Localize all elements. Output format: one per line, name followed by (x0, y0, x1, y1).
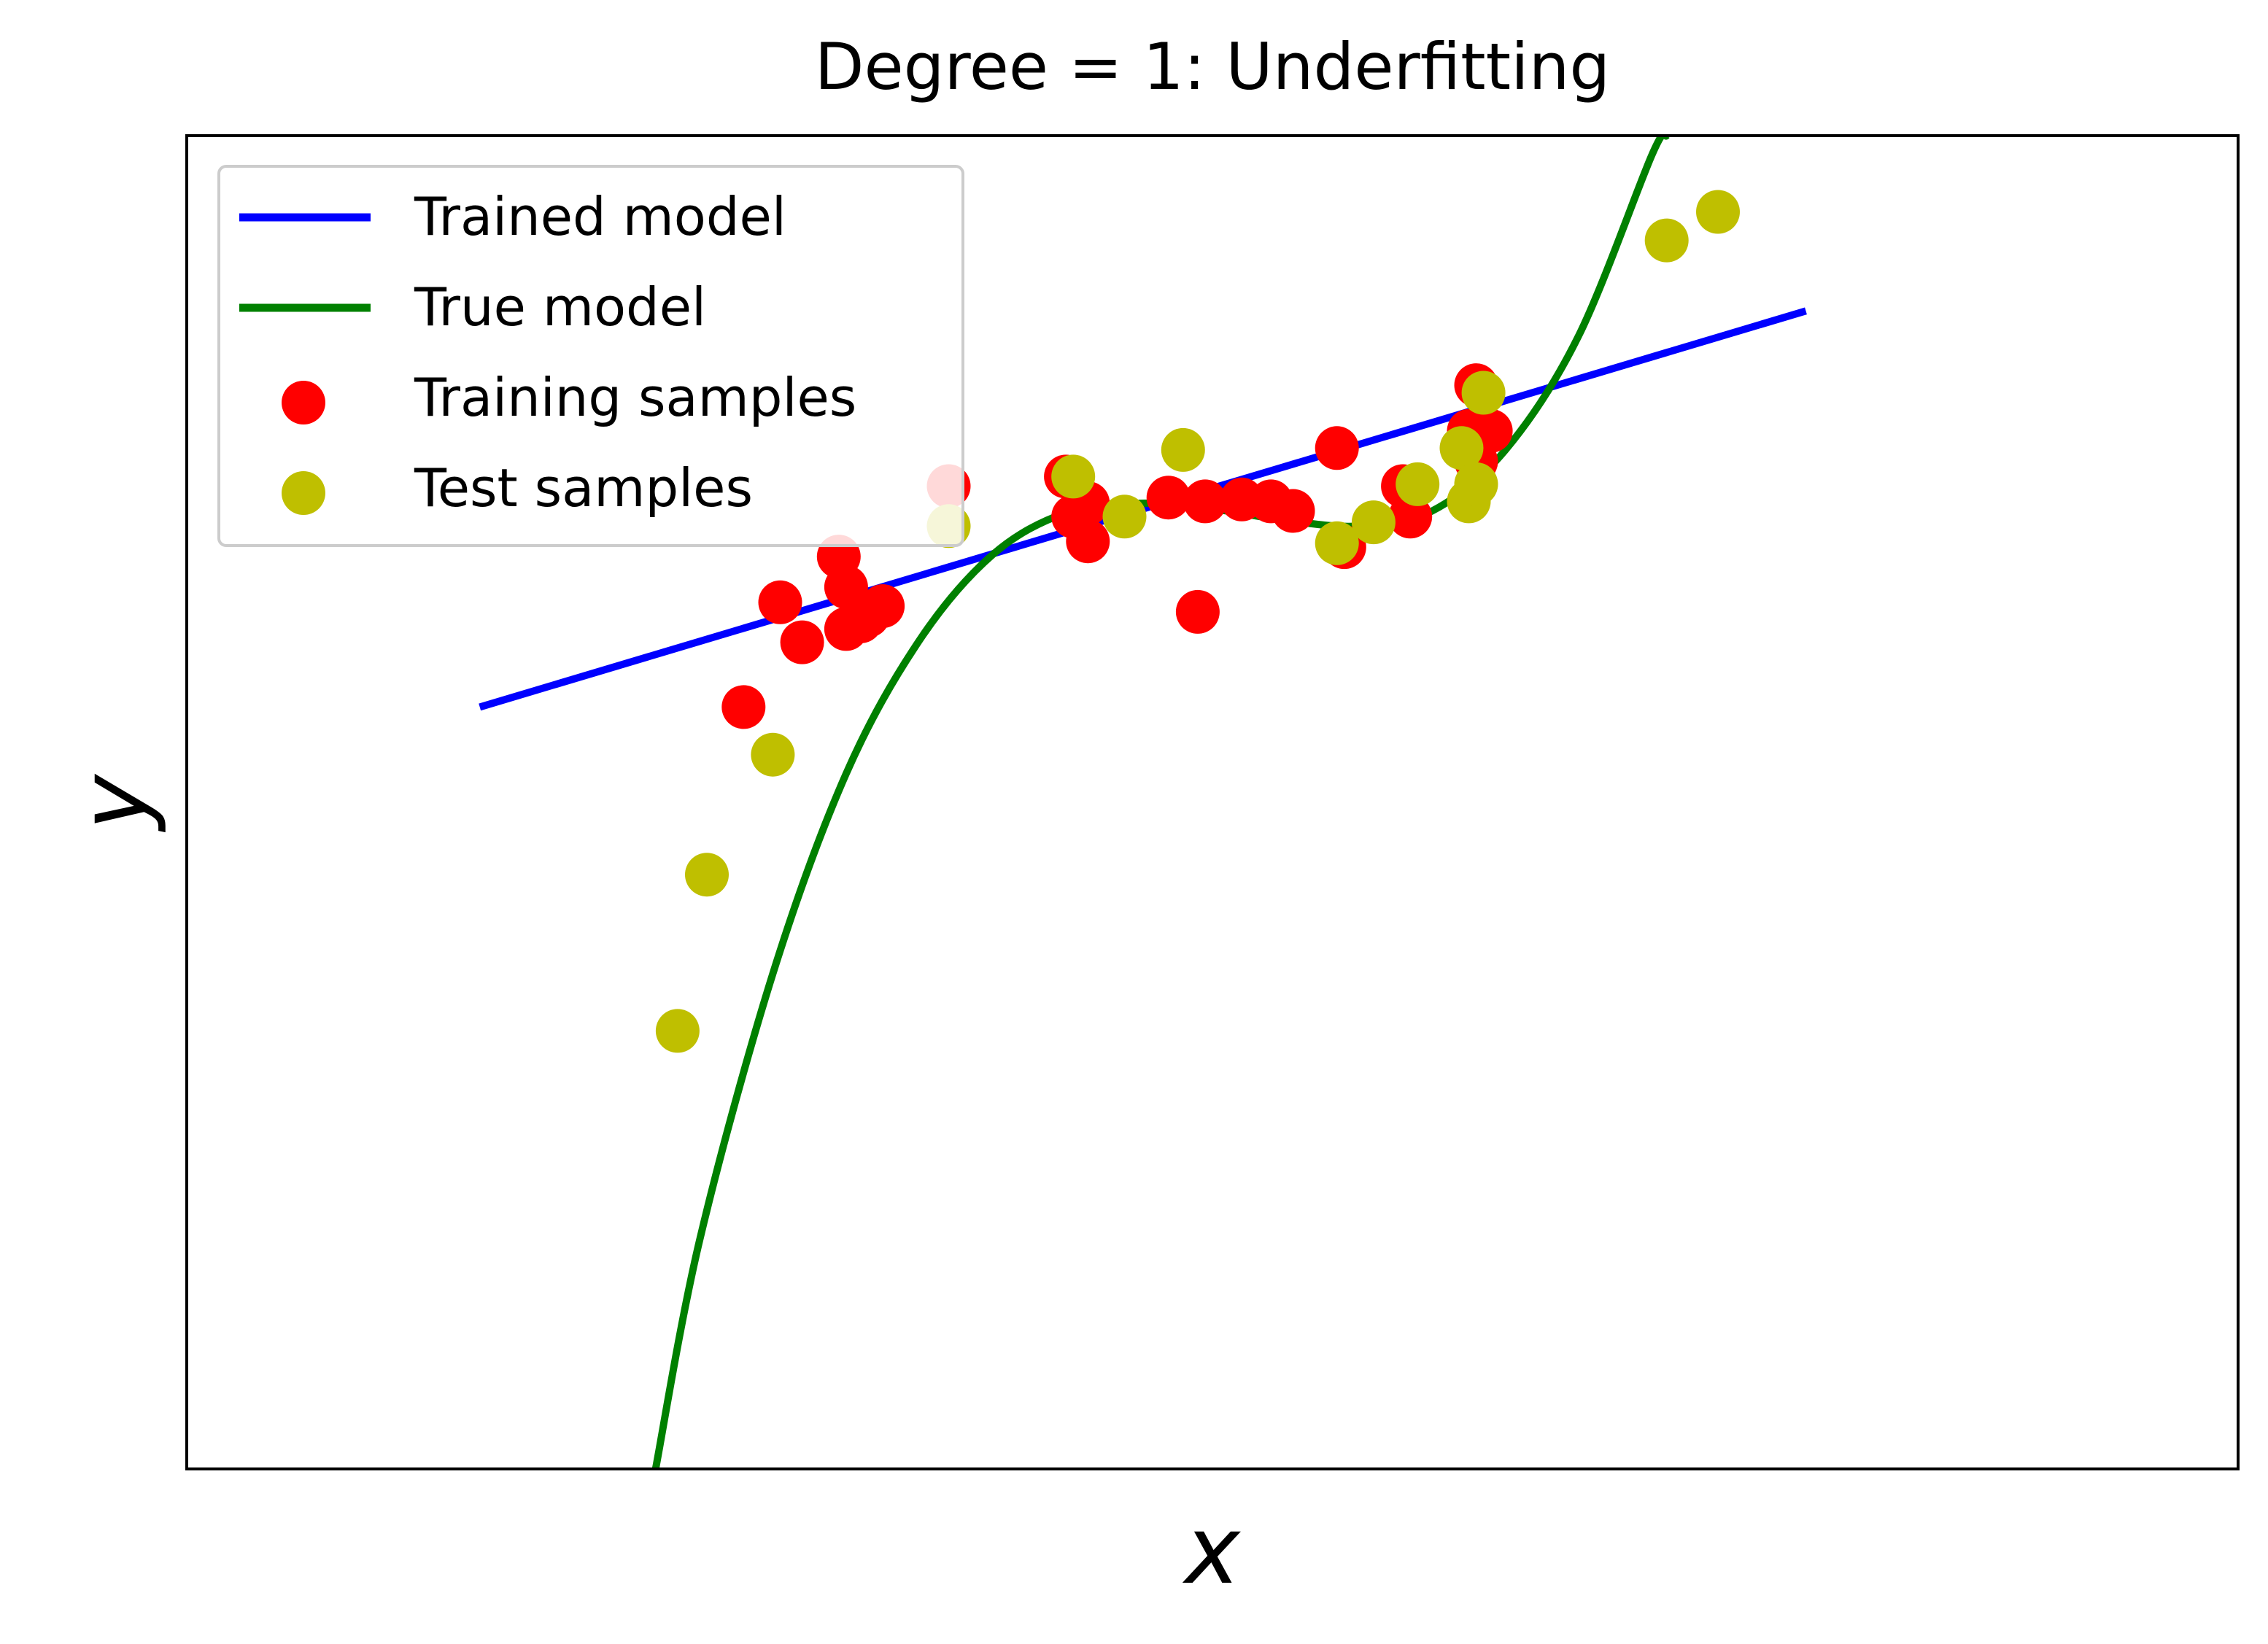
test-samples-point (1696, 190, 1740, 234)
training-samples-point (758, 580, 802, 624)
plot-area-frame (185, 134, 2240, 1470)
test-samples-point (655, 1009, 700, 1053)
legend-test-samples-label: Test samples (414, 457, 753, 519)
chart-title: Degree = 1: Underfitting (815, 29, 1610, 104)
test-samples-point (685, 853, 729, 897)
test-samples-point (1644, 218, 1689, 263)
test-samples-point (751, 732, 795, 777)
training-samples-point (721, 685, 766, 729)
legend: Trained model True model Training sample… (217, 165, 964, 547)
y-axis-label: y (60, 773, 169, 833)
training-samples-point (780, 620, 824, 664)
training-samples-point (1315, 426, 1359, 470)
training-samples-point (1146, 476, 1191, 520)
test-samples-point (1102, 495, 1147, 539)
legend-true-model-label: True model (414, 276, 706, 338)
legend-training-samples-label: Training samples (414, 367, 856, 428)
test-samples-point (1439, 426, 1484, 470)
training-samples-point (1066, 519, 1110, 564)
legend-trained-model-label: Trained model (414, 186, 786, 247)
legend-training-samples-swatch (282, 381, 325, 424)
training-samples-point (1183, 479, 1227, 524)
training-samples-point (861, 584, 905, 628)
series-points (655, 190, 1740, 1053)
x-axis-label: x (1182, 1497, 1241, 1605)
test-samples-point (1051, 454, 1096, 499)
training-samples-point (1175, 589, 1220, 634)
training-samples-point (1271, 489, 1315, 533)
test-samples-point (1454, 462, 1498, 506)
test-samples-point (1351, 500, 1396, 545)
test-samples-point (1315, 521, 1359, 565)
test-samples-point (1396, 462, 1440, 506)
legend-test-samples-swatch (282, 471, 325, 515)
test-samples-point (1461, 371, 1506, 415)
test-samples-point (1161, 427, 1205, 472)
legend-frame (217, 165, 964, 547)
